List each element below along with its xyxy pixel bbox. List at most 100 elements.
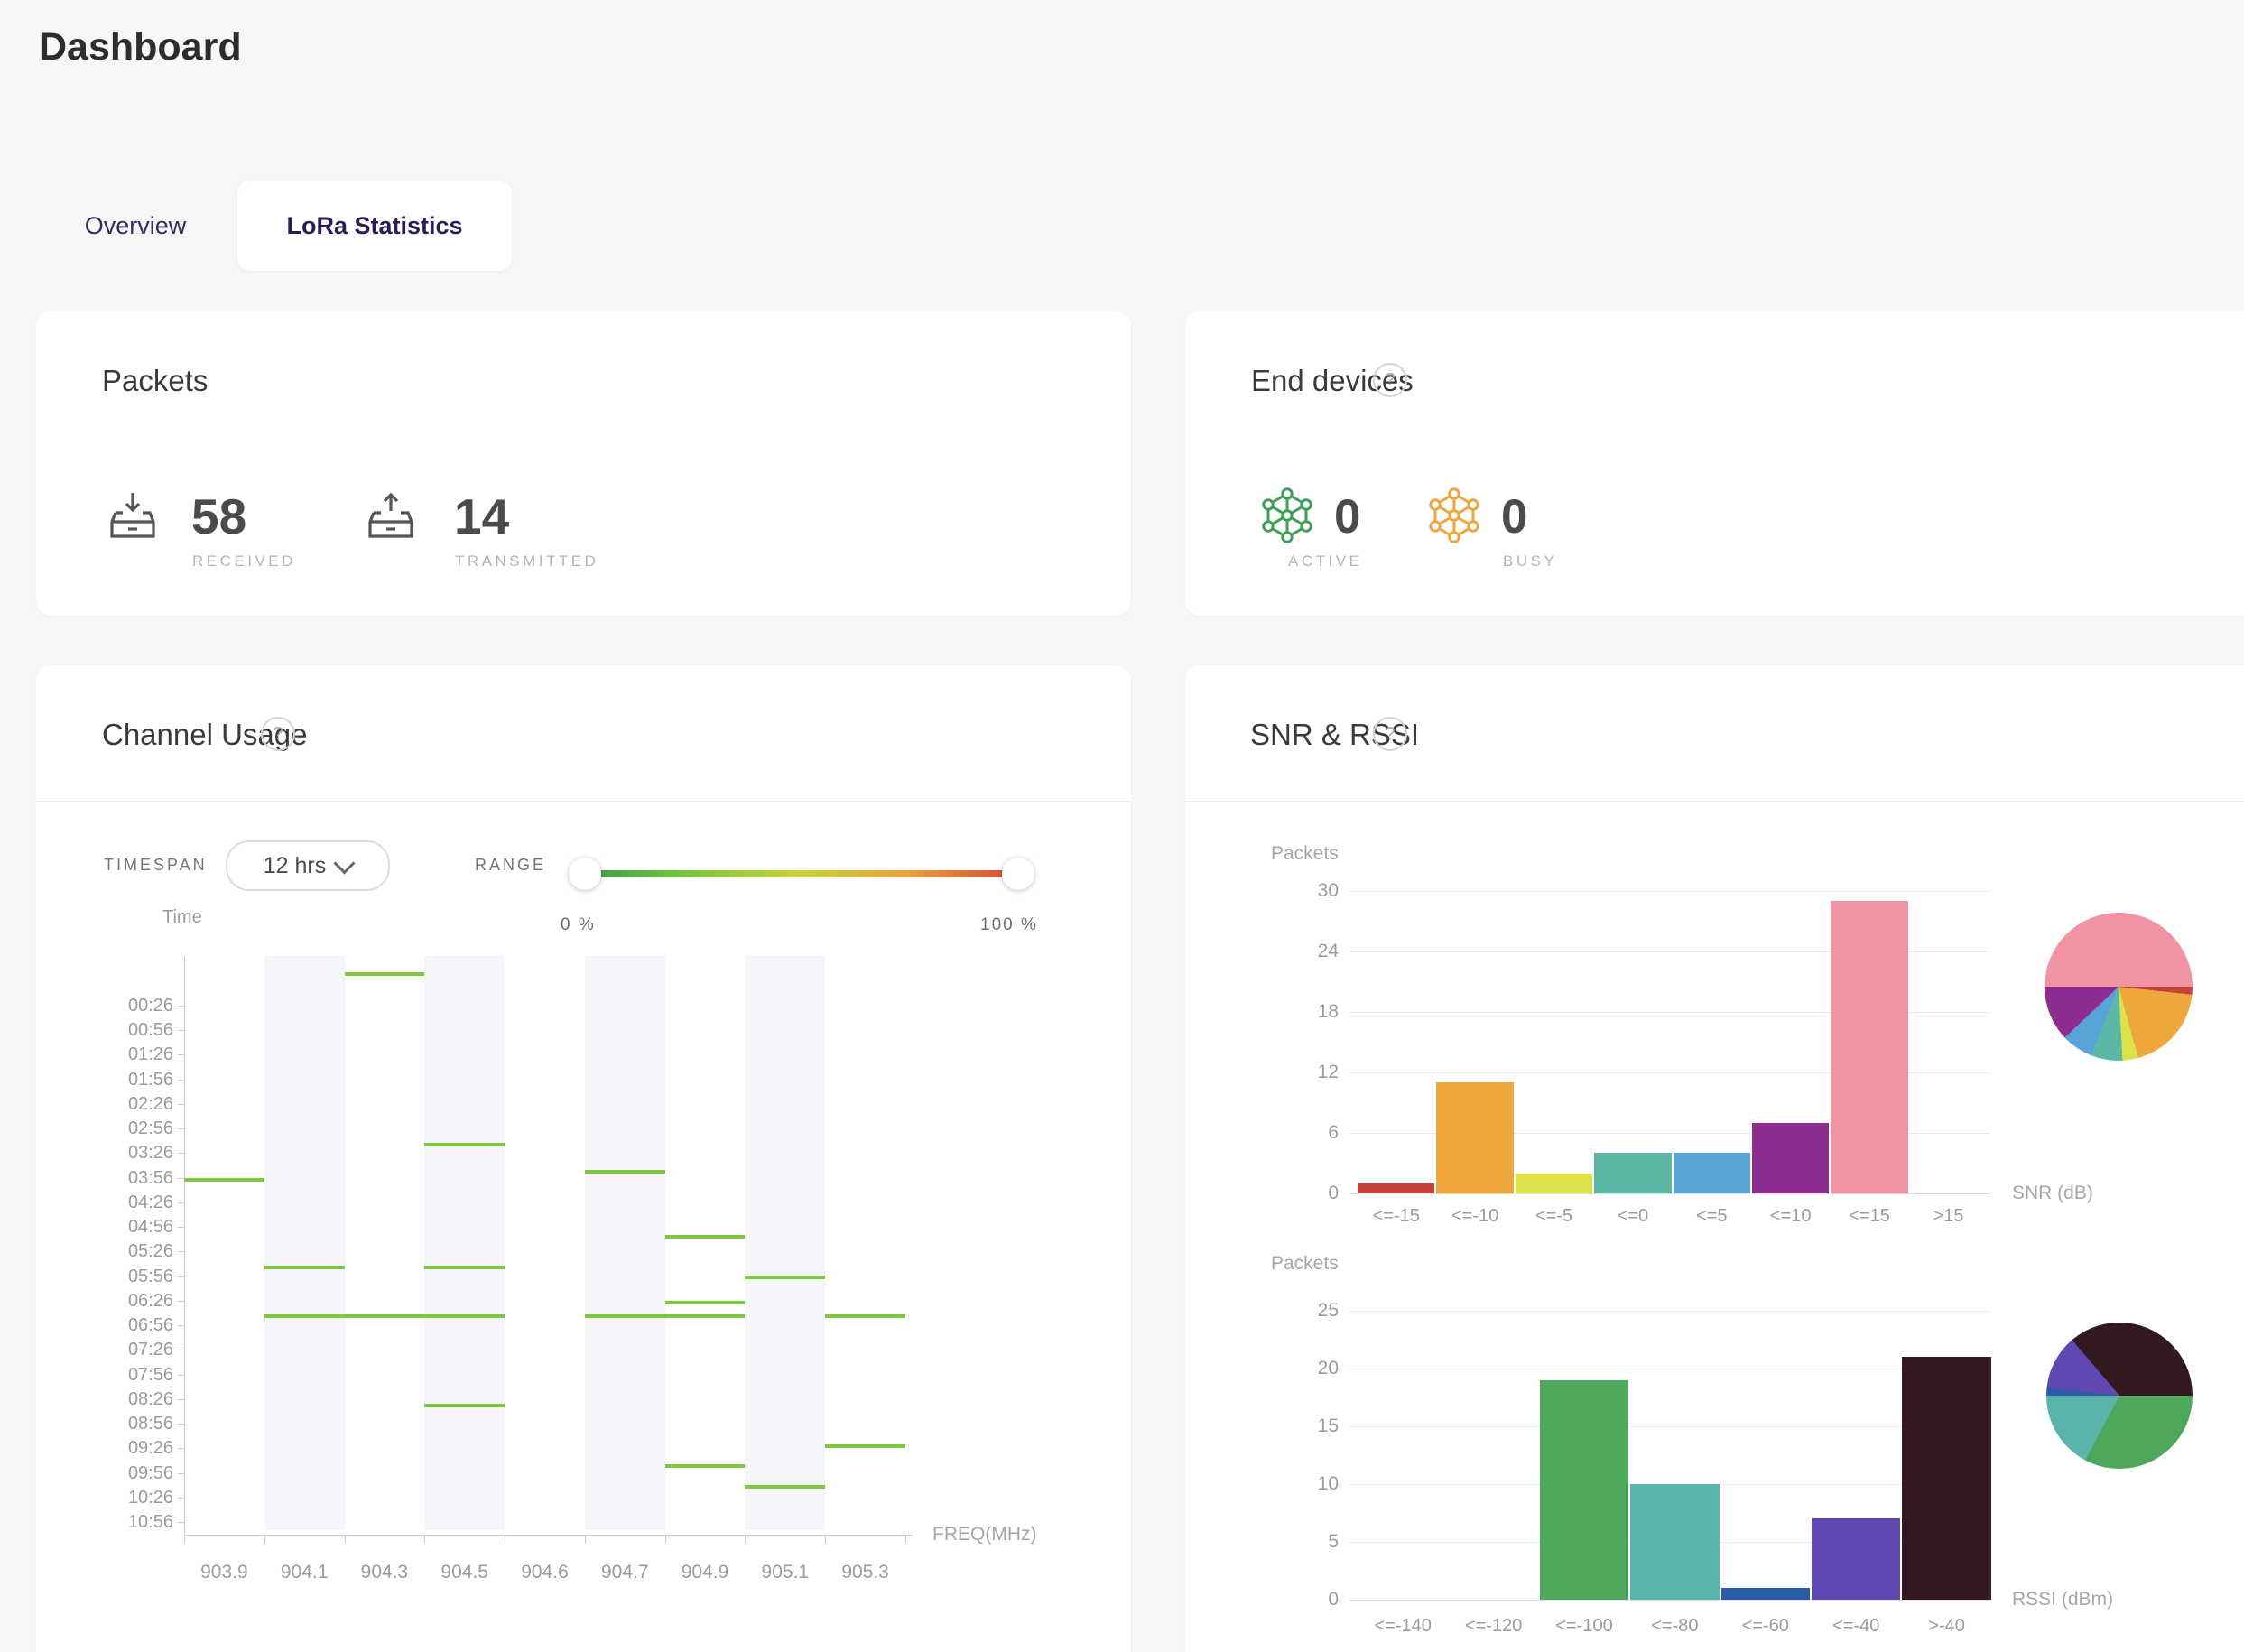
channel-usage-help-icon[interactable]: ? xyxy=(261,717,295,751)
channel-time-tick xyxy=(178,1497,184,1499)
channel-usage-card xyxy=(36,665,1131,1652)
end-devices-busy-label: BUSY xyxy=(1503,552,1558,570)
channel-time-tick-label: 09:26 xyxy=(127,1438,173,1459)
rssi-histogram-x-tick-label: <=-120 xyxy=(1464,1616,1523,1636)
channel-time-tick xyxy=(178,1398,184,1400)
rssi-histogram-bar xyxy=(1902,1357,1991,1600)
end-devices-busy-value: 0 xyxy=(1501,490,1528,543)
channel-time-tick-label: 00:56 xyxy=(127,1020,173,1041)
rssi-pie-chart xyxy=(2046,1323,2193,1469)
range-max-label: 100 % xyxy=(980,915,1038,934)
channel-time-tick-label: 06:56 xyxy=(127,1315,173,1336)
channel-x-tick xyxy=(825,1535,827,1544)
end-devices-active-value: 0 xyxy=(1334,490,1361,543)
rssi-histogram-x-tick-label: >-40 xyxy=(1928,1616,1965,1636)
snr-histogram-gridline xyxy=(1349,1193,1990,1194)
snr-histogram-x-tick-label: <=5 xyxy=(1696,1206,1728,1226)
channel-time-tick-label: 00:26 xyxy=(127,996,173,1016)
channel-time-tick xyxy=(178,1276,184,1277)
snr-chart-y-title: Packets xyxy=(1271,843,1339,864)
packets-transmitted-label: TRANSMITTED xyxy=(455,552,599,570)
channel-time-tick xyxy=(178,1227,184,1229)
snr-histogram-y-tick-label: 18 xyxy=(1317,1001,1339,1022)
rssi-histogram-gridline xyxy=(1349,1311,1990,1312)
rssi-histogram-x-tick-label: <=-100 xyxy=(1555,1616,1613,1636)
channel-x-axis-line xyxy=(184,1535,913,1536)
rssi-histogram-x-tick-label: <=-80 xyxy=(1651,1616,1699,1636)
timespan-select[interactable]: 12 hrs xyxy=(226,840,390,891)
tab-overview[interactable]: Overview xyxy=(54,181,217,271)
packets-card xyxy=(36,311,1131,616)
snr-histogram-y-tick-label: 12 xyxy=(1317,1062,1339,1082)
snr-histogram-gridline xyxy=(1349,951,1990,952)
channel-y-axis-line xyxy=(184,956,185,1535)
range-slider-handle-min[interactable] xyxy=(569,858,601,890)
channel-time-tick xyxy=(178,1054,184,1056)
end-devices-help-icon[interactable]: ? xyxy=(1373,363,1407,397)
rssi-histogram-x-axis-title: RSSI (dBm) xyxy=(2012,1589,2114,1610)
channel-usage-segment xyxy=(745,1275,826,1279)
snr-histogram-x-tick-label: <=10 xyxy=(1769,1206,1812,1226)
snr-histogram-x-tick-label: <=-15 xyxy=(1372,1206,1420,1226)
channel-time-tick-label: 05:26 xyxy=(127,1241,173,1262)
snr-histogram-y-tick-label: 6 xyxy=(1328,1122,1339,1143)
snr-histogram-x-tick-label: >15 xyxy=(1933,1206,1964,1226)
channel-time-tick-label: 03:26 xyxy=(127,1143,173,1164)
packets-received-value: 58 xyxy=(191,488,247,544)
time-axis-label: Time xyxy=(162,907,202,927)
snr-histogram-bar xyxy=(1594,1153,1672,1193)
channel-usage-segment xyxy=(825,1313,905,1318)
channel-time-tick-label: 10:56 xyxy=(127,1512,173,1533)
channel-x-tick xyxy=(184,1535,185,1544)
channel-time-tick xyxy=(178,1103,184,1105)
rssi-histogram-y-tick-label: 20 xyxy=(1317,1358,1339,1378)
channel-usage-segment xyxy=(264,1265,345,1269)
snr-histogram-gridline xyxy=(1349,1072,1990,1073)
end-devices-card xyxy=(1185,311,2244,616)
channel-time-tick xyxy=(178,1030,184,1032)
channel-freq-tick-label: 904.7 xyxy=(600,1562,649,1582)
range-label: RANGE xyxy=(475,856,547,874)
channel-time-tick-label: 06:26 xyxy=(127,1290,173,1311)
tab-lora-statistics[interactable]: LoRa Statistics xyxy=(237,181,512,271)
channel-time-tick-label: 02:26 xyxy=(127,1093,173,1114)
channel-freq-tick-label: 904.3 xyxy=(360,1562,409,1582)
mesh-busy-icon xyxy=(1426,485,1482,543)
channel-usage-segment xyxy=(424,1143,505,1147)
timespan-label: TIMESPAN xyxy=(104,856,208,874)
range-slider-track[interactable] xyxy=(585,870,1018,877)
channel-time-tick xyxy=(178,1522,184,1524)
channel-time-tick xyxy=(178,1472,184,1474)
rssi-histogram-bar xyxy=(1812,1518,1901,1600)
channel-usage-segment xyxy=(264,1313,505,1318)
channel-freq-tick-label: 905.3 xyxy=(841,1562,889,1582)
channel-time-tick xyxy=(178,1128,184,1130)
packets-received-label: RECEIVED xyxy=(192,552,296,570)
rssi-histogram-y-tick-label: 10 xyxy=(1317,1473,1339,1494)
snr-histogram-gridline xyxy=(1349,1012,1990,1013)
channel-x-tick xyxy=(584,1535,586,1544)
channel-x-tick xyxy=(264,1535,265,1544)
snr-histogram-bar xyxy=(1673,1153,1750,1193)
channel-x-tick xyxy=(905,1535,906,1544)
channel-time-tick-label: 07:56 xyxy=(127,1364,173,1385)
channel-freq-tick-label: 904.6 xyxy=(521,1562,569,1582)
channel-time-tick xyxy=(178,1448,184,1450)
snr-histogram-y-tick-label: 0 xyxy=(1328,1183,1339,1203)
channel-time-tick-label: 07:26 xyxy=(127,1340,173,1360)
channel-time-tick-label: 08:56 xyxy=(127,1414,173,1434)
channel-usage-segment xyxy=(825,1444,905,1448)
channel-time-tick xyxy=(178,1079,184,1081)
tab-overview-label: Overview xyxy=(84,211,187,239)
channel-col-bg xyxy=(584,956,665,1530)
range-slider-handle-max[interactable] xyxy=(1002,858,1034,890)
snr-histogram-x-tick-label: <=-10 xyxy=(1451,1206,1499,1226)
snr-rssi-help-icon[interactable]: ? xyxy=(1373,717,1407,751)
channel-time-tick-label: 08:26 xyxy=(127,1388,173,1409)
snr-histogram-x-axis-title: SNR (dB) xyxy=(2012,1183,2093,1203)
timespan-value: 12 hrs xyxy=(263,852,327,878)
channel-time-tick xyxy=(178,1153,184,1155)
rssi-histogram-y-tick-label: 5 xyxy=(1328,1531,1339,1552)
channel-time-tick xyxy=(178,1424,184,1425)
